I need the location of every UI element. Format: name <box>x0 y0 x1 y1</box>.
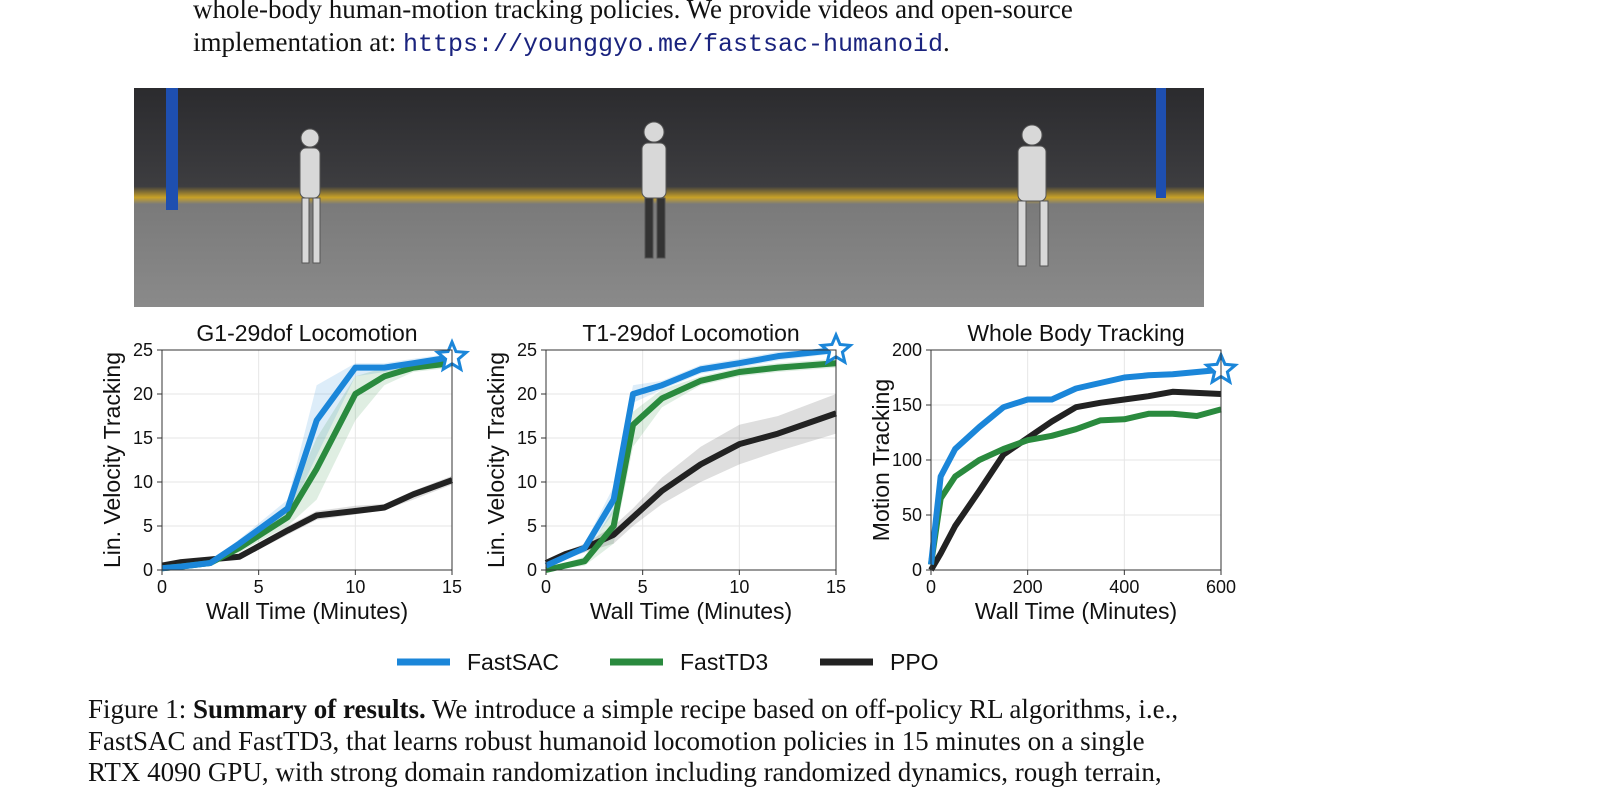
top-line: implementation at: https://younggyo.me/f… <box>193 27 950 59</box>
error-band <box>162 358 452 570</box>
y-tick-label: 5 <box>143 516 153 536</box>
plot-frame <box>930 349 1222 571</box>
caption-line: RTX 4090 GPU, with strong domain randomi… <box>88 757 1162 787</box>
y-tick-label: 25 <box>517 340 537 360</box>
error-band <box>162 353 452 570</box>
y-tick-label: 15 <box>133 428 153 448</box>
x-tick-label: 5 <box>638 577 648 597</box>
photo-strip <box>134 88 1204 307</box>
x-tick-label: 10 <box>345 577 365 597</box>
series-line <box>928 406 1222 565</box>
plot <box>928 366 1222 572</box>
y-tick-label: 0 <box>912 560 922 580</box>
x-axis-label: Wall Time (Minutes) <box>590 598 792 624</box>
error-band <box>546 358 836 570</box>
x-tick-label: 10 <box>729 577 749 597</box>
text: We introduce a simple recipe based on of… <box>432 694 1179 724</box>
legend-label: FastTD3 <box>680 649 768 675</box>
series-line <box>544 347 837 569</box>
x-tick-label: 400 <box>1109 577 1139 597</box>
y-tick-label: 5 <box>527 516 537 536</box>
x-tick-label: 15 <box>826 577 846 597</box>
y-tick-label: 25 <box>133 340 153 360</box>
x-axis-label: Wall Time (Minutes) <box>206 598 408 624</box>
caption-bold: Summary of results. <box>193 694 426 724</box>
plot <box>161 353 454 572</box>
chart-title: T1-29dof Locomotion <box>582 320 799 346</box>
y-tick-label: 0 <box>527 560 537 580</box>
x-tick-label: 0 <box>157 577 167 597</box>
legend-label: FastSAC <box>467 649 559 675</box>
series-line <box>161 477 454 569</box>
robot <box>299 121 1049 267</box>
series-line <box>161 354 453 572</box>
y-tick-label: 10 <box>133 472 153 492</box>
y-tick-label: 150 <box>892 395 922 415</box>
x-axis-label: Wall Time (Minutes) <box>975 598 1177 624</box>
x-tick-label: 5 <box>254 577 264 597</box>
y-tick-label: 10 <box>517 472 537 492</box>
y-axis-label: Lin. Velocity Tracking <box>483 352 509 568</box>
plot <box>544 347 837 573</box>
y-tick-label: 20 <box>133 384 153 404</box>
y-tick-label: 100 <box>892 450 922 470</box>
y-tick-label: 50 <box>902 505 922 525</box>
caption-line: FastSAC and FastTD3, that learns robust … <box>88 726 1145 756</box>
pole <box>1156 88 1166 198</box>
y-tick-label: 200 <box>892 340 922 360</box>
y-tick-label: 20 <box>517 384 537 404</box>
x-tick-label: 0 <box>541 577 551 597</box>
text: implementation at: <box>193 27 397 57</box>
y-axis-label: Motion Tracking <box>868 379 894 541</box>
x-tick-label: 15 <box>442 577 462 597</box>
x-tick-label: 0 <box>926 577 936 597</box>
top-line: whole-body human-motion tracking policie… <box>193 0 1073 24</box>
series-line <box>928 388 1222 572</box>
plot-frame <box>161 349 453 571</box>
series-line <box>928 366 1222 565</box>
plot-frame <box>545 349 837 571</box>
series-line <box>545 360 837 573</box>
photo <box>491 88 847 307</box>
caption-line: Figure 1: Summary of results. We introdu… <box>88 696 1178 723</box>
text: . <box>943 27 950 57</box>
x-tick-label: 600 <box>1206 577 1236 597</box>
chart-title: G1-29dof Locomotion <box>196 320 417 346</box>
legend-label: PPO <box>890 649 939 675</box>
link[interactable]: https://younggyo.me/fastsac-humanoid <box>402 30 944 59</box>
y-tick-label: 0 <box>143 560 153 580</box>
caption-label: Figure 1: <box>88 694 187 724</box>
chart-title: Whole Body Tracking <box>967 320 1184 346</box>
x-tick-label: 200 <box>1013 577 1043 597</box>
pole <box>166 88 178 210</box>
y-axis-label: Lin. Velocity Tracking <box>99 352 125 568</box>
y-tick-label: 15 <box>517 428 537 448</box>
